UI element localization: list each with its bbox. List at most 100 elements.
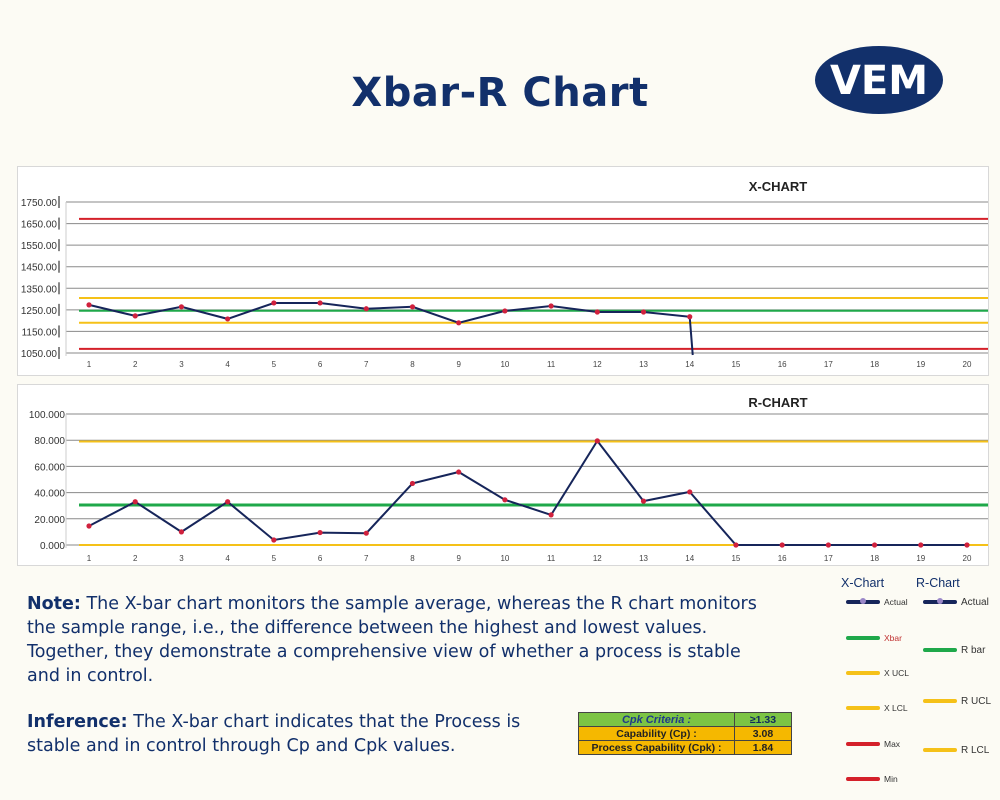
data-point-marker — [409, 480, 416, 487]
y-tick-label: 0.000 — [40, 541, 65, 552]
data-point-marker — [225, 499, 231, 505]
legend-x-header: X-Chart — [841, 576, 885, 590]
cp-label: Capability (Cp) : — [578, 726, 735, 741]
x-tick-label: 20 — [963, 554, 972, 563]
note-paragraph: Note: The X-bar chart monitors the sampl… — [27, 592, 767, 688]
data-point-marker — [409, 304, 416, 310]
y-tick-label: 1250.00 — [21, 306, 58, 317]
legend-r-lcl: R LCL — [923, 744, 989, 756]
x-chart: X-CHART 1750.00 1650.00 1550.00 1450.00 1350.… — [17, 166, 989, 376]
data-point-marker — [271, 300, 277, 306]
data-point-marker — [640, 498, 647, 504]
x-tick-label: 13 — [639, 360, 648, 369]
x-tick-label: 14 — [685, 360, 694, 369]
cpk-criteria-label: Cpk Criteria : — [578, 712, 735, 727]
data-point-marker — [363, 306, 369, 312]
page-title: Xbar-R Chart — [351, 70, 649, 116]
x-tick-label: 10 — [500, 360, 509, 369]
x-tick-label: 6 — [318, 554, 323, 563]
legend-x-lcl: X LCL — [846, 702, 908, 714]
x-tick-label: 9 — [456, 360, 461, 369]
data-point-marker — [964, 542, 970, 548]
x-tick-label: 10 — [500, 554, 509, 563]
data-point-marker — [132, 313, 138, 319]
x-tick-label: 5 — [272, 554, 277, 563]
data-point-marker — [594, 309, 600, 315]
x-tick-label: 11 — [547, 360, 556, 369]
inference-text: The X-bar chart indicates that the Proce… — [27, 712, 521, 756]
x-tick-label: 16 — [778, 360, 787, 369]
legend-r-header: R-Chart — [916, 576, 960, 590]
data-point-marker — [548, 512, 554, 518]
data-point-marker — [640, 309, 647, 315]
y-tick-label: 40.000 — [34, 489, 65, 500]
data-point-marker — [271, 537, 277, 543]
x-tick-label: 14 — [685, 554, 694, 563]
cpk-table: Cpk Criteria : ≥1.33 Capability (Cp) : 3… — [578, 712, 792, 755]
y-tick-label: 1550.00 — [21, 241, 58, 252]
r-chart-plot: R-CHART 100.000 80.000 60.000 40.000 20.000 0.… — [29, 395, 988, 563]
y-tick-label: 1650.00 — [21, 220, 58, 231]
r-chart: R-CHART 100.000 80.000 60.000 40.000 20.000 0.… — [17, 384, 989, 566]
cpk-label: Process Capability (Cpk) : — [578, 740, 735, 755]
cpk-value: 1.84 — [734, 740, 792, 755]
x-tick-label: 8 — [410, 554, 415, 563]
legend-r-actual: Actual — [923, 596, 989, 608]
line-swatch-icon — [846, 706, 880, 710]
data-point-marker — [687, 489, 693, 495]
y-tick-label: 80.000 — [34, 436, 65, 447]
legend-r-ucl: R UCL — [923, 695, 991, 707]
line-swatch-icon — [846, 742, 880, 746]
x-tick-label: 9 — [456, 554, 461, 563]
data-point-marker — [178, 529, 185, 535]
cpk-criteria-row: Cpk Criteria : ≥1.33 — [578, 712, 792, 727]
data-point-marker — [86, 523, 92, 529]
x-tick-label: 2 — [133, 554, 138, 563]
line-swatch-icon — [923, 699, 957, 703]
data-point-marker — [86, 302, 92, 308]
data-point-marker — [779, 542, 785, 548]
tick-mark — [58, 347, 60, 359]
tick-mark — [58, 217, 60, 230]
x-tick-label: 2 — [133, 360, 138, 369]
x-tick-label: 20 — [963, 360, 972, 369]
x-tick-label: 11 — [547, 554, 556, 563]
y-tick-label: 1050.00 — [21, 349, 58, 360]
data-point-marker — [594, 438, 600, 444]
x-tick-label: 17 — [824, 360, 833, 369]
x-tick-label: 18 — [870, 360, 879, 369]
x-tick-label: 3 — [179, 360, 184, 369]
data-point-marker — [918, 542, 924, 548]
line-swatch-icon — [846, 671, 880, 675]
data-point-marker — [502, 497, 508, 503]
data-point-marker — [456, 469, 462, 475]
legend: X-Chart R-Chart Actual Xbar X UCL X LCL … — [830, 574, 1000, 800]
x-chart-plot: X-CHART 1750.00 1650.00 1550.00 1450.00 1350.… — [21, 179, 988, 369]
tick-mark — [58, 282, 60, 295]
legend-x-min: Min — [846, 773, 898, 785]
cp-value: 3.08 — [734, 726, 792, 741]
data-point-marker — [317, 300, 323, 306]
y-tick-label: 100.000 — [29, 410, 66, 421]
data-point-marker — [502, 308, 508, 314]
x-tick-label: 4 — [225, 554, 230, 563]
x-tick-label: 8 — [410, 360, 415, 369]
tick-mark — [58, 239, 60, 252]
data-point-marker — [225, 316, 231, 322]
tick-mark — [58, 325, 60, 338]
x-tick-label: 18 — [870, 554, 879, 563]
line-swatch-icon — [923, 648, 957, 652]
data-point-marker — [825, 542, 831, 548]
legend-x-max: Max — [846, 738, 900, 750]
inference-label: Inference: — [27, 712, 128, 732]
x-tick-label: 6 — [318, 360, 323, 369]
data-point-marker — [363, 530, 369, 536]
legend-r-rbar: R bar — [923, 644, 985, 656]
x-tick-label: 7 — [364, 360, 369, 369]
x-tick-label: 12 — [593, 554, 602, 563]
x-tick-label: 4 — [225, 360, 230, 369]
chart-title: R-CHART — [748, 395, 807, 410]
x-tick-label: 5 — [272, 360, 277, 369]
data-point-marker — [733, 542, 739, 548]
data-point-marker — [317, 529, 323, 536]
